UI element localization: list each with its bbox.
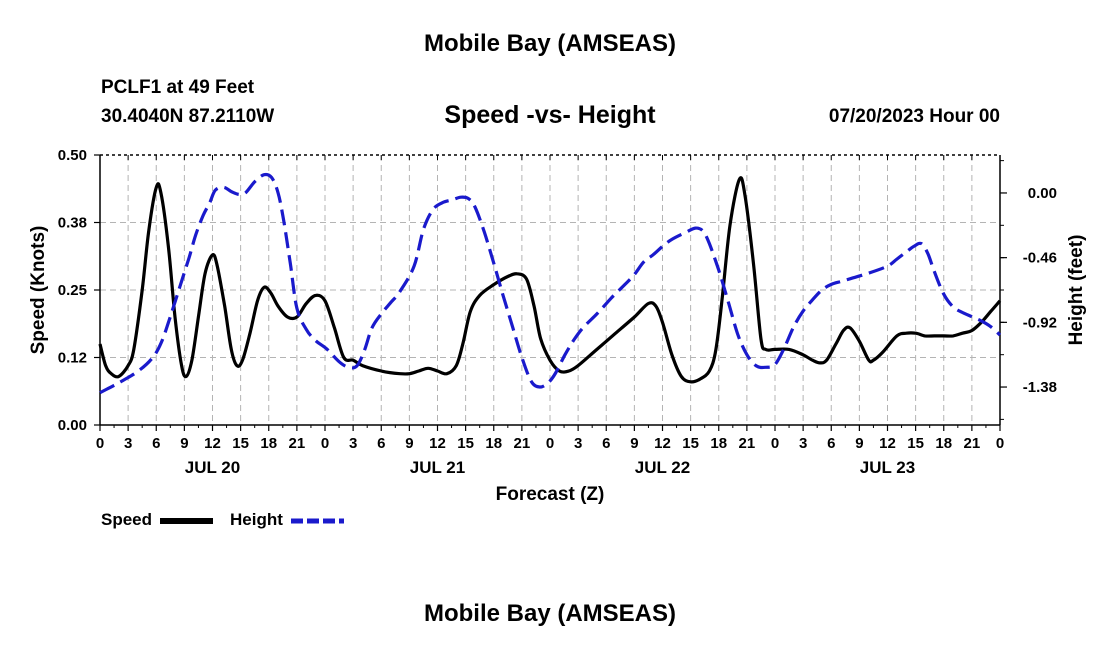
x-tick-label: 9 [630, 435, 638, 452]
x-tick-label: 12 [429, 435, 446, 452]
legend-speed-label: Speed [101, 510, 153, 529]
x-tick-label: 12 [654, 435, 671, 452]
y2-axis-title: Height (feet) [1066, 235, 1087, 346]
x-tick-label: 15 [682, 435, 699, 452]
x-tick-label: 18 [260, 435, 277, 452]
legend-height-swatch [291, 518, 344, 524]
x-tick-label: 0 [321, 435, 329, 452]
x-tick-label: 21 [964, 435, 981, 452]
x-tick-label: 9 [180, 435, 188, 452]
x-tick-label: 3 [799, 435, 807, 452]
y-tick-label: 0.25 [58, 282, 87, 299]
y-tick-label: 0.38 [58, 215, 87, 232]
forecast-date-label: 07/20/2023 Hour 00 [828, 106, 1000, 127]
x-tick-label: 9 [855, 435, 863, 452]
x-tick-label: 0 [96, 435, 104, 452]
series-height-line [99, 172, 1002, 395]
x-tick-label: 6 [377, 435, 385, 452]
x-tick-label: 15 [907, 435, 924, 452]
chart-title: Speed -vs- Height [444, 101, 656, 129]
x-tick-label: 21 [289, 435, 306, 452]
legend-speed-swatch [160, 518, 213, 524]
series-speed-line [98, 176, 1002, 384]
x-tick-label: 18 [710, 435, 727, 452]
x-tick-label: 3 [574, 435, 582, 452]
x-tick-label: 18 [935, 435, 952, 452]
x-tick-label: 15 [232, 435, 249, 452]
y-tick-label: 0.12 [58, 350, 87, 367]
y2-tick-label: -1.38 [1023, 379, 1057, 396]
y-tick-label: 0.50 [58, 147, 87, 164]
x-day-label: JUL 20 [185, 458, 240, 477]
x-tick-label: 18 [485, 435, 502, 452]
station-label: PCLF1 at 49 Feet [101, 77, 255, 98]
y2-tick-label: -0.46 [1023, 250, 1057, 267]
coordinates-label: 30.4040N 87.2110W [101, 106, 275, 127]
x-tick-label: 21 [739, 435, 756, 452]
y-tick-label: 0.00 [58, 417, 87, 434]
x-tick-label: 9 [405, 435, 413, 452]
y2-tick-label: 0.00 [1028, 185, 1057, 202]
x-day-label: JUL 21 [410, 458, 465, 477]
x-tick-label: 0 [996, 435, 1004, 452]
x-tick-label: 6 [827, 435, 835, 452]
legend-height-label: Height [230, 510, 283, 529]
footer-title: Mobile Bay (AMSEAS) [423, 600, 677, 627]
x-tick-label: 0 [771, 435, 779, 452]
x-tick-label: 6 [152, 435, 160, 452]
y-axis-title: Speed (Knots) [28, 226, 49, 355]
x-tick-label: 15 [457, 435, 474, 452]
x-tick-label: 6 [602, 435, 610, 452]
x-tick-label: 0 [546, 435, 554, 452]
x-day-label: JUL 23 [860, 458, 915, 477]
y2-tick-label: -0.92 [1023, 314, 1057, 331]
x-tick-label: 21 [514, 435, 531, 452]
x-day-label: JUL 22 [635, 458, 690, 477]
page-title: Mobile Bay (AMSEAS) [423, 30, 677, 57]
x-tick-label: 3 [349, 435, 357, 452]
x-tick-label: 3 [124, 435, 132, 452]
x-tick-label: 12 [204, 435, 221, 452]
x-axis-title: Forecast (Z) [496, 484, 605, 505]
x-tick-label: 12 [879, 435, 896, 452]
